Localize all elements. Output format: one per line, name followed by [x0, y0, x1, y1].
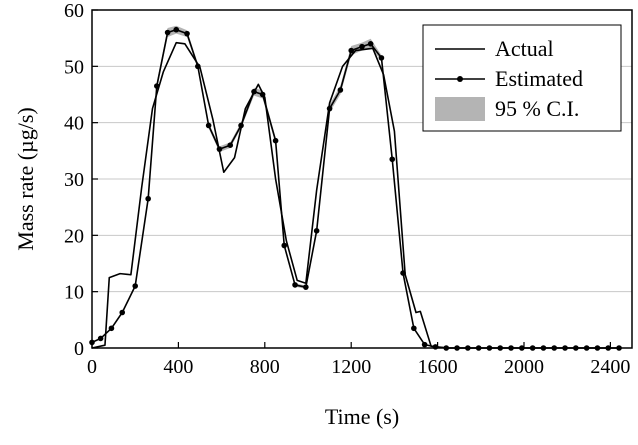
legend-label-estimated: Estimated	[495, 66, 583, 91]
y-axis-title: Mass rate (µg/s)	[13, 107, 38, 250]
x-tick-label: 2400	[590, 356, 630, 378]
y-tick-label: 20	[64, 225, 84, 247]
data-point-estimated	[313, 228, 320, 234]
legend-swatch-ci	[435, 97, 485, 121]
y-tick-label: 10	[64, 282, 84, 304]
data-point-estimated	[281, 242, 288, 249]
legend: Actual Estimated 95 % C.I.	[422, 24, 622, 132]
x-tick-label: 400	[163, 356, 193, 378]
data-point-estimated	[367, 41, 374, 47]
data-point-estimated	[421, 341, 428, 348]
y-tick-label: 60	[64, 0, 84, 22]
data-point-estimated	[292, 282, 298, 288]
legend-label-actual: Actual	[495, 36, 554, 61]
data-point-estimated	[154, 83, 160, 89]
series-line-actual	[91, 41, 622, 349]
series-layer	[89, 26, 622, 351]
data-point-estimated	[411, 325, 417, 332]
data-point-estimated	[97, 335, 104, 342]
data-point-estimated	[195, 63, 201, 70]
data-point-estimated	[205, 122, 212, 129]
data-point-estimated	[326, 105, 333, 112]
data-point-estimated	[251, 88, 257, 95]
data-point-estimated	[227, 142, 234, 148]
data-point-estimated	[272, 137, 279, 144]
y-tick-label: 30	[64, 169, 84, 191]
legend-swatch-estimated-marker	[457, 76, 463, 82]
data-point-estimated	[184, 30, 190, 37]
axis-ticks: 0 10 20 30 40 50 60 0 400 800 1200 1600 2000 2400	[64, 0, 630, 378]
data-point-estimated	[173, 26, 180, 33]
data-point-estimated	[337, 87, 344, 93]
data-point-estimated	[303, 284, 309, 290]
y-tick-label: 40	[64, 113, 84, 135]
legend-label-ci: 95 % C.I.	[495, 96, 579, 121]
data-point-estimated	[238, 122, 244, 129]
x-tick-label: 1200	[331, 356, 371, 378]
y-tick-label: 50	[64, 56, 84, 78]
data-point-estimated	[119, 309, 126, 316]
y-tick-label: 0	[74, 338, 84, 360]
data-point-estimated	[132, 283, 138, 289]
data-point-estimated	[359, 43, 365, 50]
data-point-estimated	[348, 47, 355, 54]
x-tick-label: 800	[250, 356, 280, 378]
x-tick-label: 0	[87, 356, 97, 378]
data-point-estimated	[216, 146, 223, 152]
x-tick-label: 1600	[418, 356, 458, 378]
data-point-estimated	[145, 195, 151, 202]
data-point-estimated	[389, 156, 396, 163]
x-tick-label: 2000	[504, 356, 544, 378]
data-point-estimated	[400, 270, 406, 276]
data-point-estimated	[259, 91, 266, 98]
data-point-estimated	[108, 325, 115, 332]
data-point-estimated	[378, 55, 385, 61]
data-point-estimated	[164, 29, 171, 36]
x-axis-title: Time (s)	[325, 404, 399, 429]
